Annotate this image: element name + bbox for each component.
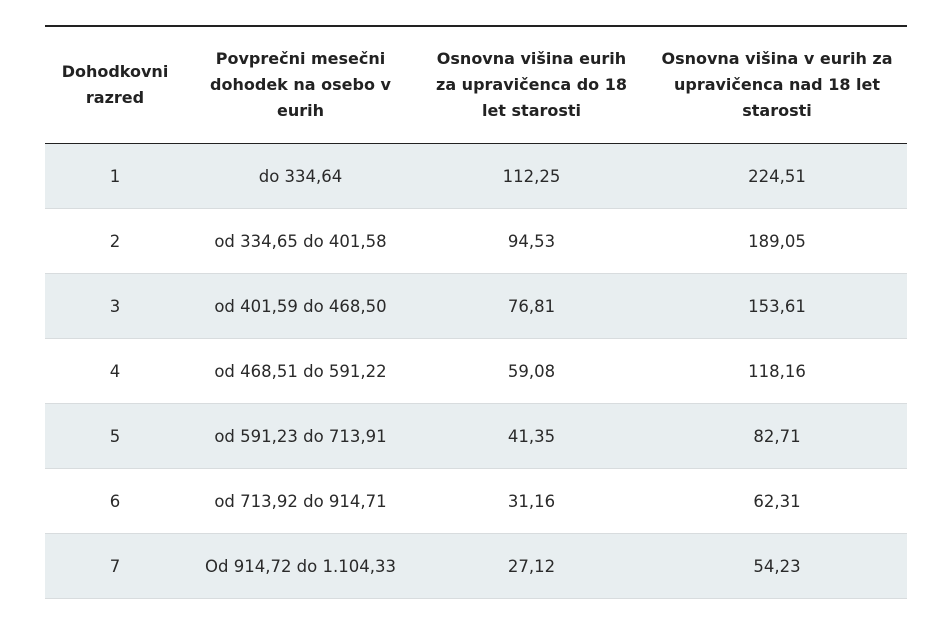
cell-income-class: 7 xyxy=(45,533,185,599)
table-row: 4 od 468,51 do 591,22 59,08 118,16 xyxy=(45,338,907,404)
table-row: 7 Od 914,72 do 1.104,33 27,12 54,23 xyxy=(45,533,907,599)
cell-income-range: od 591,23 do 713,91 xyxy=(185,403,416,469)
cell-income-range: Od 914,72 do 1.104,33 xyxy=(185,533,416,599)
cell-amount-under-18: 27,12 xyxy=(416,533,647,599)
cell-income-range: od 401,59 do 468,50 xyxy=(185,273,416,339)
header-income-class: Dohodkovni razred xyxy=(61,62,169,107)
table-header: Dohodkovni razred Povprečni mesečni doho… xyxy=(45,26,907,144)
cell-amount-under-18: 76,81 xyxy=(416,273,647,339)
cell-amount-over-18: 118,16 xyxy=(647,338,907,404)
cell-amount-under-18: 94,53 xyxy=(416,208,647,274)
table-body: 1 do 334,64 112,25 224,51 2 od 334,65 do… xyxy=(45,143,907,599)
cell-income-class: 1 xyxy=(45,143,185,209)
table-row: 3 od 401,59 do 468,50 76,81 153,61 xyxy=(45,273,907,339)
cell-income-range: od 468,51 do 591,22 xyxy=(185,338,416,404)
cell-income-range: od 713,92 do 914,71 xyxy=(185,468,416,534)
header-avg-monthly-income: Povprečni mesečni dohodek na osebo v eur… xyxy=(210,49,391,120)
cell-amount-over-18: 62,31 xyxy=(647,468,907,534)
cell-income-range: od 334,65 do 401,58 xyxy=(185,208,416,274)
cell-amount-under-18: 112,25 xyxy=(416,143,647,209)
table-row: 2 od 334,65 do 401,58 94,53 189,05 xyxy=(45,208,907,274)
cell-income-class: 6 xyxy=(45,468,185,534)
income-class-table: Dohodkovni razred Povprečni mesečni doho… xyxy=(45,25,907,599)
cell-amount-over-18: 82,71 xyxy=(647,403,907,469)
cell-income-class: 2 xyxy=(45,208,185,274)
cell-amount-over-18: 54,23 xyxy=(647,533,907,599)
header-amount-under-18: Osnovna višina eurih za upravičenca do 1… xyxy=(436,49,627,120)
cell-amount-over-18: 153,61 xyxy=(647,273,907,339)
table-row: 5 od 591,23 do 713,91 41,35 82,71 xyxy=(45,403,907,469)
cell-amount-under-18: 31,16 xyxy=(416,468,647,534)
cell-income-class: 4 xyxy=(45,338,185,404)
cell-income-class: 3 xyxy=(45,273,185,339)
cell-income-range: do 334,64 xyxy=(185,143,416,209)
cell-amount-over-18: 224,51 xyxy=(647,143,907,209)
header-amount-over-18: Osnovna višina v eurih za upravičenca na… xyxy=(661,49,893,120)
cell-income-class: 5 xyxy=(45,403,185,469)
cell-amount-under-18: 41,35 xyxy=(416,403,647,469)
income-class-table-container: Dohodkovni razred Povprečni mesečni doho… xyxy=(45,25,907,599)
header-row: Dohodkovni razred Povprečni mesečni doho… xyxy=(45,26,907,144)
cell-amount-under-18: 59,08 xyxy=(416,338,647,404)
cell-amount-over-18: 189,05 xyxy=(647,208,907,274)
table-row: 1 do 334,64 112,25 224,51 xyxy=(45,143,907,209)
table-row: 6 od 713,92 do 914,71 31,16 62,31 xyxy=(45,468,907,534)
